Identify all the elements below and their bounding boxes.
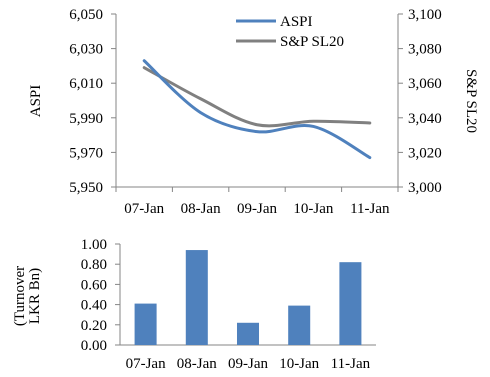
legend: ASPI S&P SL20 xyxy=(236,14,344,50)
left-axis-title: ASPI xyxy=(28,85,44,118)
bar-y-tick-label: 0.20 xyxy=(81,318,107,334)
bar-x-tick-label: 11-Jan xyxy=(331,356,371,372)
series-line-s-p-sl20 xyxy=(142,66,372,128)
series-line-aspi xyxy=(142,59,372,160)
left-tick-label: 6,050 xyxy=(69,7,103,23)
bar-x-tick-label: 09-Jan xyxy=(228,356,268,372)
left-tick-label: 6,030 xyxy=(69,42,103,58)
left-tick-label: 6,010 xyxy=(69,76,103,92)
bar-axis-title-line-1: (Turnover xyxy=(12,266,28,326)
bar-y-tick-label: 1.00 xyxy=(81,237,107,253)
bar-07-jan xyxy=(134,303,157,345)
bar-09-jan xyxy=(236,322,260,345)
legend-label-s-p-sl20: S&P SL20 xyxy=(280,34,344,50)
bars xyxy=(134,250,362,345)
bar-y-tick-label: 0.00 xyxy=(81,338,107,354)
x-axis: 07-Jan 08-Jan 09-Jan 10-Jan 11-Jan xyxy=(115,186,399,217)
right-tick-label: 3,060 xyxy=(408,76,442,92)
right-tick-label: 3,040 xyxy=(408,111,442,127)
bar-y-tick-label: 0.60 xyxy=(81,277,107,293)
legend-label-aspi: ASPI xyxy=(280,14,313,30)
x-tick-label: 10-Jan xyxy=(293,201,333,217)
bar-x-tick-label: 07-Jan xyxy=(126,356,166,372)
bar-08-jan xyxy=(185,250,208,345)
bar-chart: 0.00 0.20 0.40 0.60 0.80 1.00 07-Jan 08-Jan 09-… xyxy=(12,237,376,372)
bar-11-jan xyxy=(339,262,362,345)
x-tick-label: 08-Jan xyxy=(181,201,221,217)
bar-axis-title: (Turnover LKR Bn) xyxy=(12,266,43,326)
series-lines xyxy=(142,59,372,160)
x-tick-label: 07-Jan xyxy=(124,201,164,217)
left-tick-label: 5,990 xyxy=(69,111,103,127)
x-tick-label: 11-Jan xyxy=(350,201,390,217)
right-y-axis: 3,000 3,020 3,040 3,060 3,080 3,100 xyxy=(397,7,442,196)
bar-x-tick-label: 08-Jan xyxy=(177,356,217,372)
right-tick-label: 3,020 xyxy=(408,145,442,161)
left-tick-label: 5,970 xyxy=(69,145,103,161)
bar-y-axis: 0.00 0.20 0.40 0.60 0.80 1.00 xyxy=(81,237,121,354)
x-tick-label: 09-Jan xyxy=(237,201,277,217)
right-axis-title: S&P SL20 xyxy=(463,69,479,133)
left-y-axis: 5,950 5,970 5,990 6,010 6,030 6,050 xyxy=(69,7,117,196)
bar-y-tick-label: 0.40 xyxy=(81,298,107,314)
bar-y-tick-label: 0.80 xyxy=(81,257,107,273)
right-tick-label: 3,080 xyxy=(408,42,442,58)
right-tick-label: 3,100 xyxy=(408,7,442,23)
bar-axis-title-line-2: LKR Bn) xyxy=(27,268,43,324)
bar-x-axis: 07-Jan 08-Jan 09-Jan 10-Jan 11-Jan xyxy=(120,344,376,372)
right-tick-label: 3,000 xyxy=(408,180,442,196)
bar-x-tick-label: 10-Jan xyxy=(279,356,319,372)
left-tick-label: 5,950 xyxy=(69,180,103,196)
bar-10-jan xyxy=(288,305,311,345)
line-chart: 5,950 5,970 5,990 6,010 6,030 6,050 3,000 3,02… xyxy=(28,7,479,217)
